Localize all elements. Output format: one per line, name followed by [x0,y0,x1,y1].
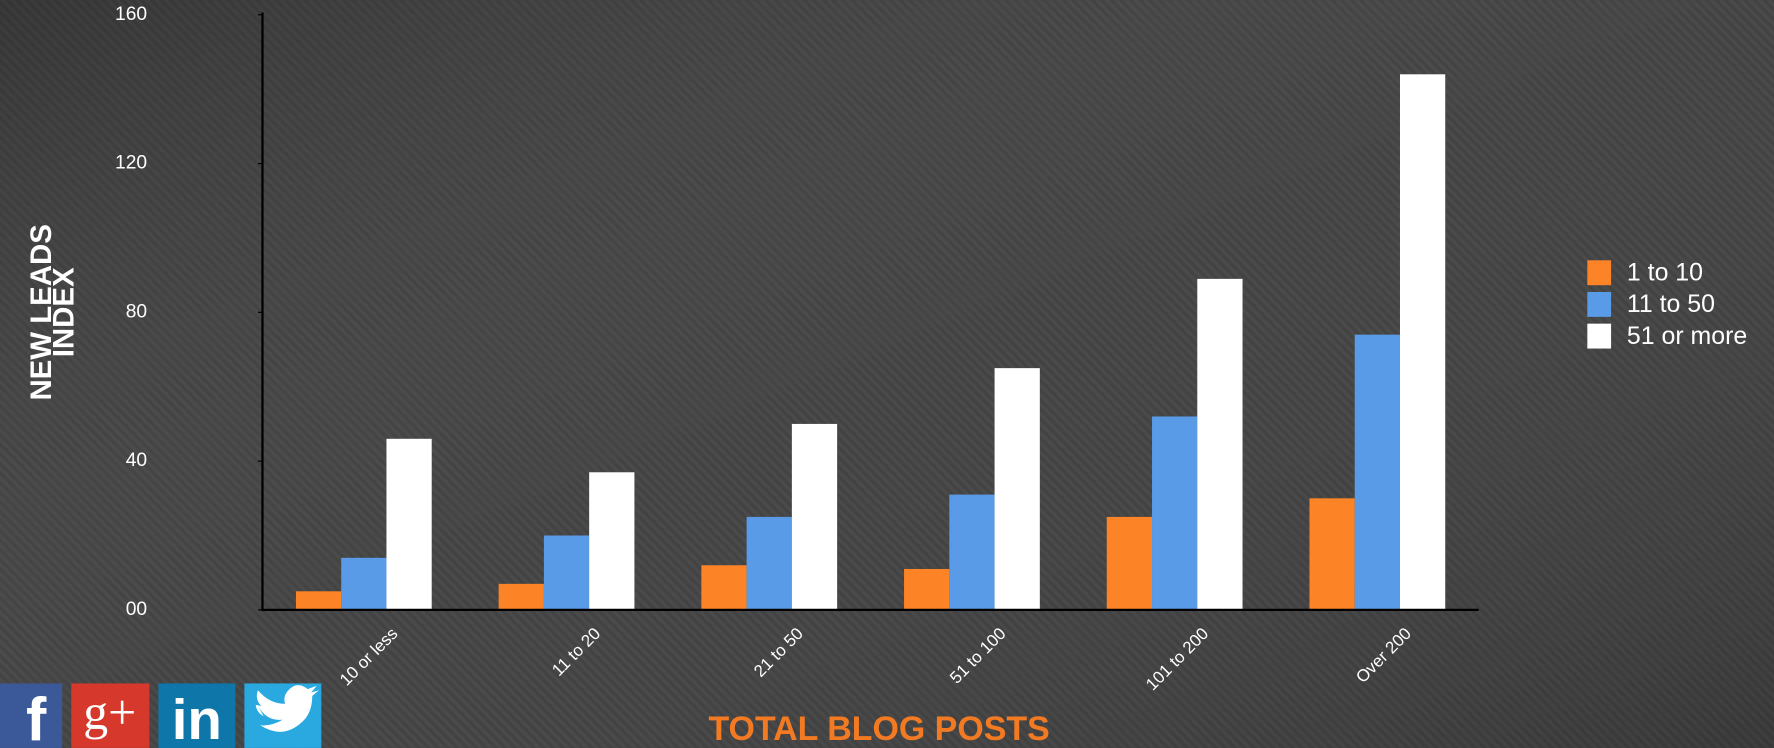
bar [543,535,590,610]
legend-swatch [1587,323,1612,349]
legend-label: 11 to 50 [1627,290,1715,318]
google-plus-icon [71,683,150,748]
y-axis-label-line: NEW LEADS [25,224,58,400]
bar [791,423,838,610]
bar [949,494,995,610]
bar [1354,334,1400,610]
y-tick-label: 40 [126,450,147,471]
legend-swatch [1587,291,1612,317]
bar [701,565,747,610]
bar [295,591,342,610]
y-tick-label: 120 [115,153,147,174]
bar [498,583,544,610]
bar [1399,74,1446,610]
legend-label: 1 to 10 [1627,258,1703,286]
y-tick-label: 160 [115,4,147,25]
bar [1197,278,1243,610]
bar [386,438,432,610]
bar [746,516,792,610]
facebook-letter: f [26,685,47,748]
bar [589,472,635,610]
facebook-icon [0,683,63,748]
bar [1309,498,1355,610]
y-tick-label: 80 [126,301,147,322]
twitter-bird [255,685,320,732]
y-axis-label-line: INDEX [47,267,80,357]
y-tick-label: 00 [126,599,147,620]
linkedin-icon [158,683,236,748]
bar [1106,516,1153,610]
linkedin-letter: in [172,688,222,748]
bar [994,368,1040,610]
google-plus-letter: g+ [83,685,136,740]
bar [1152,416,1198,610]
x-axis-label: TOTAL BLOG POSTS [708,710,1049,748]
bar [904,568,950,610]
legend-swatch [1587,260,1612,286]
y-axis-label: NEW LEADS INDEX [25,224,81,400]
legend-label: 51 or more [1627,322,1747,350]
bar [341,557,387,610]
social-icons: f g+ in [0,683,322,748]
